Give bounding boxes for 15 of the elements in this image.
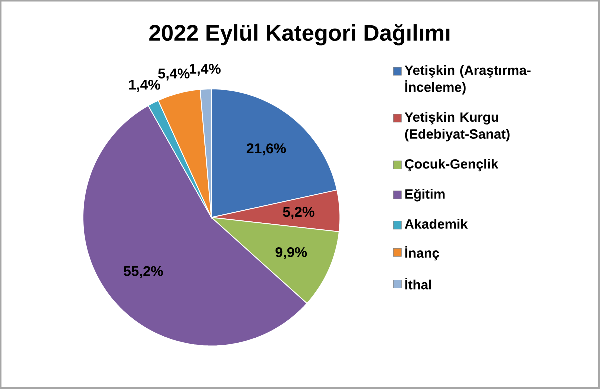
legend-label: İnanç xyxy=(406,246,440,261)
chart-title: 2022 Eylül Kategori Dağılımı xyxy=(150,24,450,46)
data-label: 55,2% xyxy=(124,266,164,278)
legend-label: Yetişkin (Araştırma-İnceleme) xyxy=(404,65,531,95)
legend-label: Akademik xyxy=(405,219,468,229)
legend-label: Eğitim xyxy=(406,188,445,202)
data-label: 9,9% xyxy=(276,247,308,260)
data-label: 5,4% xyxy=(158,68,190,81)
data-label: 21,6% xyxy=(246,144,286,156)
legend-label: Yetişkin Kurgu (Edebiyat-Sanat) xyxy=(404,112,510,142)
data-label: 1,4% xyxy=(129,80,160,92)
legend-label: Çocuk-Gençlik xyxy=(405,159,499,172)
data-label: 5,2% xyxy=(283,207,315,220)
legend-label: İthal xyxy=(406,278,432,290)
data-label: 1,4% xyxy=(190,64,221,76)
